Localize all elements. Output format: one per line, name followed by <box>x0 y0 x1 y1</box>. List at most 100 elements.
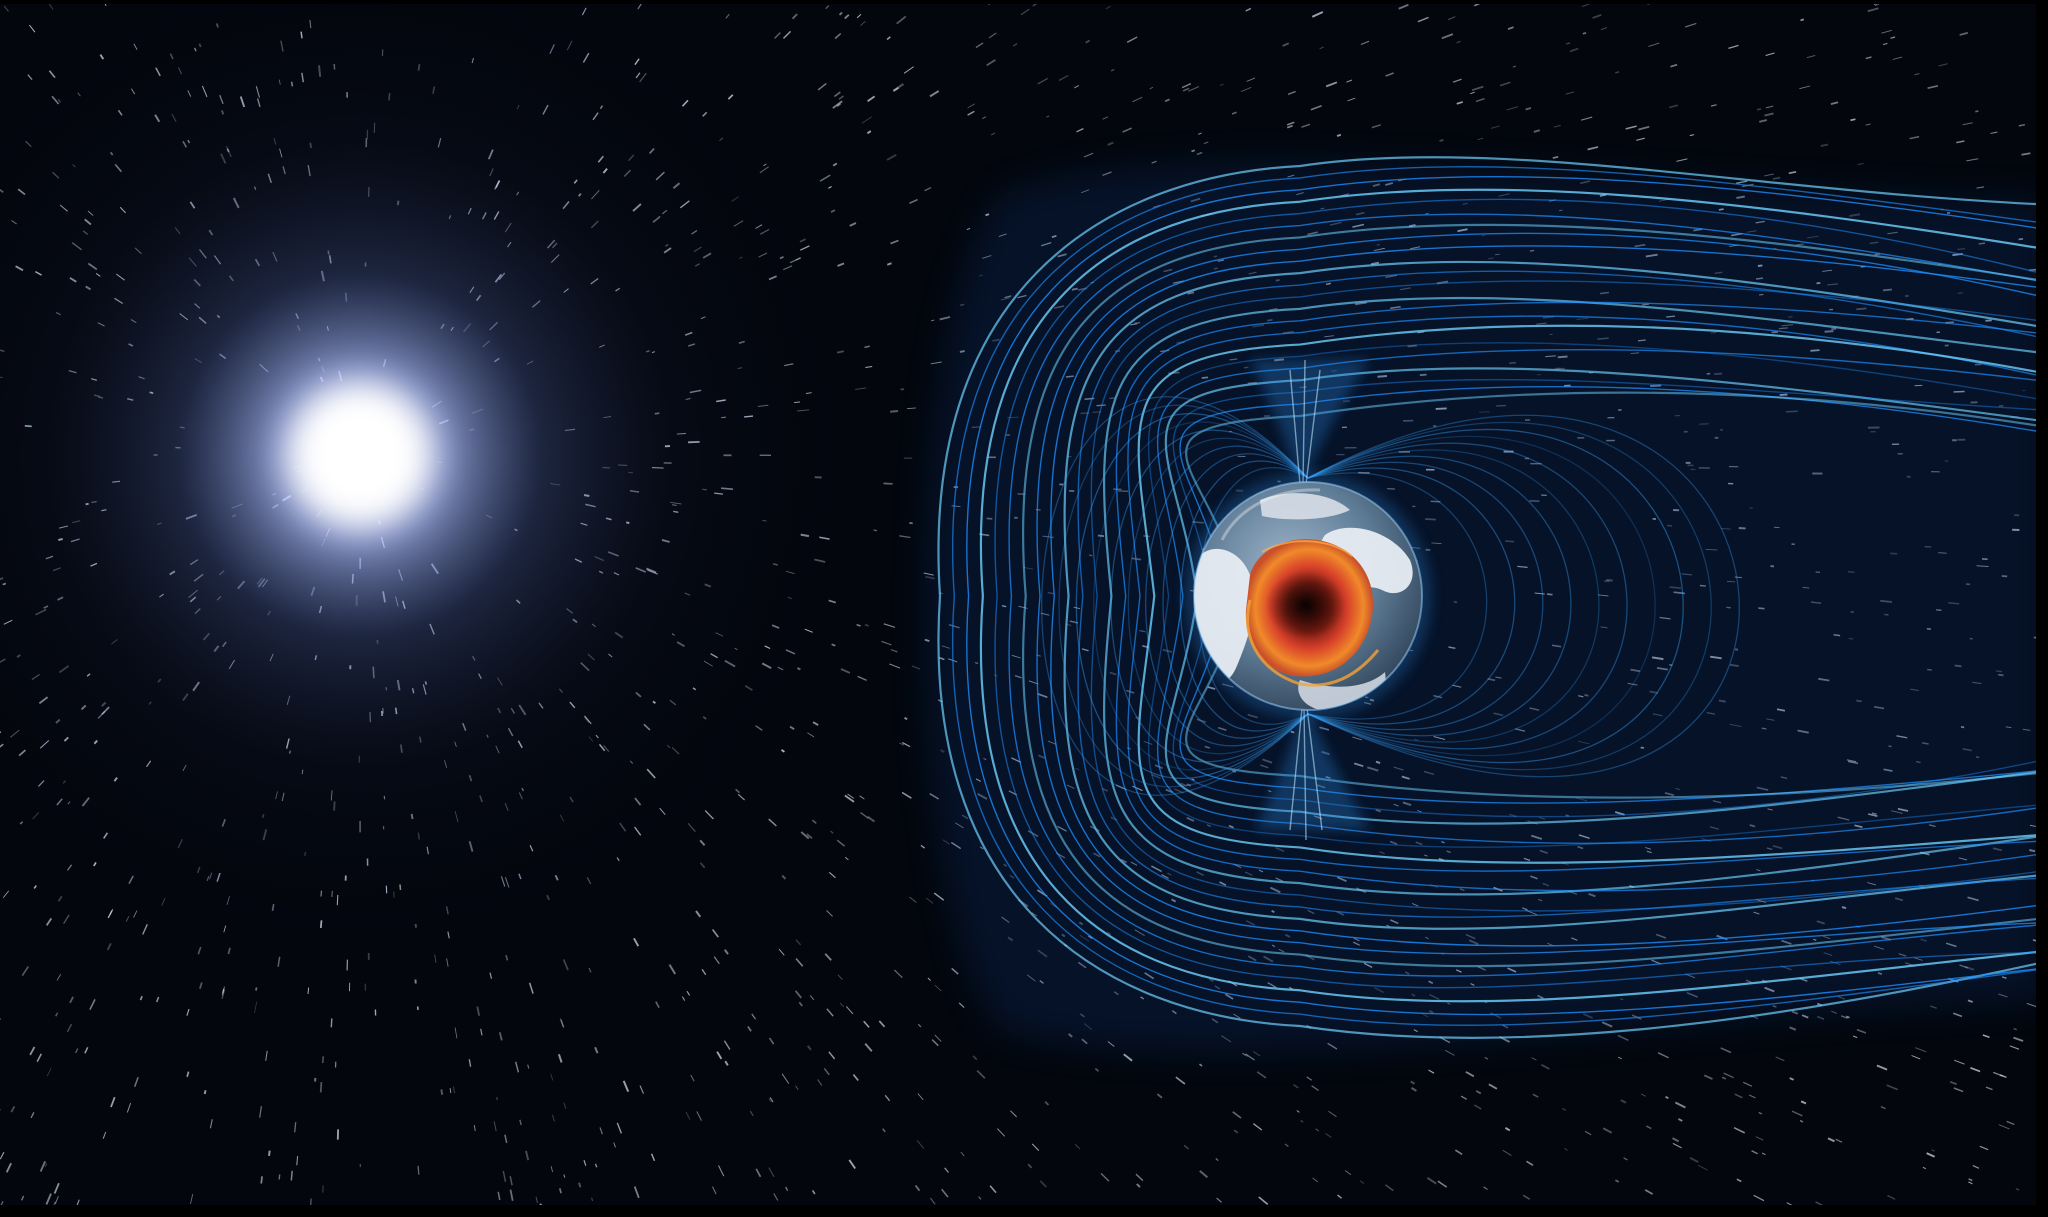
wind-streak <box>186 1071 190 1078</box>
wind-streak <box>509 1176 513 1186</box>
wind-streak <box>867 815 876 823</box>
wind-streak <box>1456 40 1461 44</box>
wind-streak <box>1949 1080 1957 1086</box>
wind-streak <box>791 13 798 20</box>
wind-streak <box>1880 1106 1886 1110</box>
wind-streak <box>1734 1093 1743 1099</box>
field-line <box>1103 296 2048 896</box>
wind-streak <box>307 987 310 995</box>
wind-streak <box>294 1122 297 1133</box>
wind-streak <box>5 1162 12 1173</box>
wind-streak <box>847 793 855 799</box>
wind-streak <box>1772 176 1781 180</box>
wind-streak <box>1915 1047 1927 1053</box>
wind-streak <box>76 1199 80 1206</box>
wind-streak <box>1337 1194 1343 1199</box>
wind-streak <box>1044 1101 1050 1106</box>
wind-streak <box>505 954 509 961</box>
wind-streak <box>1800 1100 1807 1105</box>
wind-streak <box>909 198 918 204</box>
wind-streak <box>823 1067 830 1076</box>
wind-streak <box>755 1168 762 1178</box>
wind-streak <box>1552 155 1559 159</box>
wind-streak <box>1882 42 1888 46</box>
wind-streak <box>826 1008 834 1017</box>
wind-streak <box>1800 18 1805 22</box>
wind-streak <box>1325 81 1338 88</box>
wind-streak <box>867 95 876 102</box>
bottom-border <box>0 1205 2048 1217</box>
wind-streak <box>1020 8 1030 16</box>
wind-streak <box>1483 1186 1488 1190</box>
wind-streak <box>1175 1076 1186 1085</box>
wind-streak <box>1566 42 1571 45</box>
wind-streak <box>838 11 843 16</box>
wind-streak <box>809 995 815 1001</box>
wind-streak <box>1385 72 1394 77</box>
wind-streak <box>1952 1012 1963 1018</box>
wind-streak <box>668 964 677 975</box>
wind-streak <box>832 162 838 167</box>
wind-streak <box>578 1182 582 1188</box>
wind-streak <box>39 1160 47 1172</box>
wind-streak <box>1640 1093 1647 1097</box>
wind-streak <box>1183 1144 1190 1150</box>
wind-streak <box>1245 1053 1255 1061</box>
wind-streak <box>3 5 9 12</box>
wind-streak <box>1471 85 1484 92</box>
wind-streak <box>106 942 112 951</box>
wind-streak <box>1244 1053 1249 1058</box>
wind-streak <box>454 1027 458 1039</box>
wind-streak <box>1565 91 1575 95</box>
wind-streak <box>1827 1137 1835 1143</box>
wind-streak <box>480 1028 483 1036</box>
wind-streak <box>1504 1126 1511 1132</box>
wind-streak <box>899 535 911 539</box>
wind-streak <box>1460 1095 1468 1100</box>
wind-streak <box>1286 124 1293 129</box>
wind-streak <box>696 1111 702 1121</box>
wind-streak <box>931 1039 939 1047</box>
wind-streak <box>1231 111 1237 115</box>
wind-streak <box>903 66 914 74</box>
wind-streak <box>1312 1177 1319 1183</box>
wind-streak <box>2009 1045 2020 1050</box>
wind-streak <box>1085 39 1091 44</box>
wind-streak <box>834 33 842 40</box>
wind-streak <box>1199 1063 1203 1067</box>
wind-streak <box>558 1188 562 1194</box>
wind-streak <box>864 623 869 627</box>
wind-streak <box>1083 152 1094 158</box>
wind-streak <box>828 871 836 879</box>
wind-streak <box>1253 1123 1263 1131</box>
wind-streak <box>1845 1015 1850 1019</box>
wind-streak <box>960 1151 965 1157</box>
wind-streak <box>1122 127 1132 133</box>
wind-streak <box>1426 1176 1437 1185</box>
wind-streak <box>828 1051 836 1060</box>
wind-streak <box>1181 83 1192 89</box>
wind-streak <box>1765 52 1775 57</box>
wind-streak <box>2013 1036 2024 1042</box>
wind-streak <box>126 1102 132 1113</box>
wind-streak <box>1311 11 1324 18</box>
inner-field-line <box>1179 460 1516 732</box>
wind-streak <box>1617 1034 1629 1042</box>
wind-streak <box>1311 1085 1319 1091</box>
wind-streak <box>685 1111 691 1120</box>
wind-streak <box>933 892 945 901</box>
wind-streak <box>1073 85 1080 89</box>
wind-streak <box>1728 44 1739 50</box>
wind-streak <box>1203 141 1209 145</box>
field-line <box>979 188 2048 1003</box>
wind-streak <box>1697 1164 1708 1171</box>
wind-streak <box>890 649 898 653</box>
wind-streak <box>1970 1067 1981 1073</box>
wind-streak <box>817 1079 823 1086</box>
wind-streak <box>988 32 997 39</box>
wind-streak <box>838 95 844 100</box>
wind-streak <box>1359 1180 1365 1184</box>
sun-core <box>290 385 430 525</box>
wind-streak <box>1488 1083 1498 1090</box>
wind-streak <box>57 895 63 902</box>
